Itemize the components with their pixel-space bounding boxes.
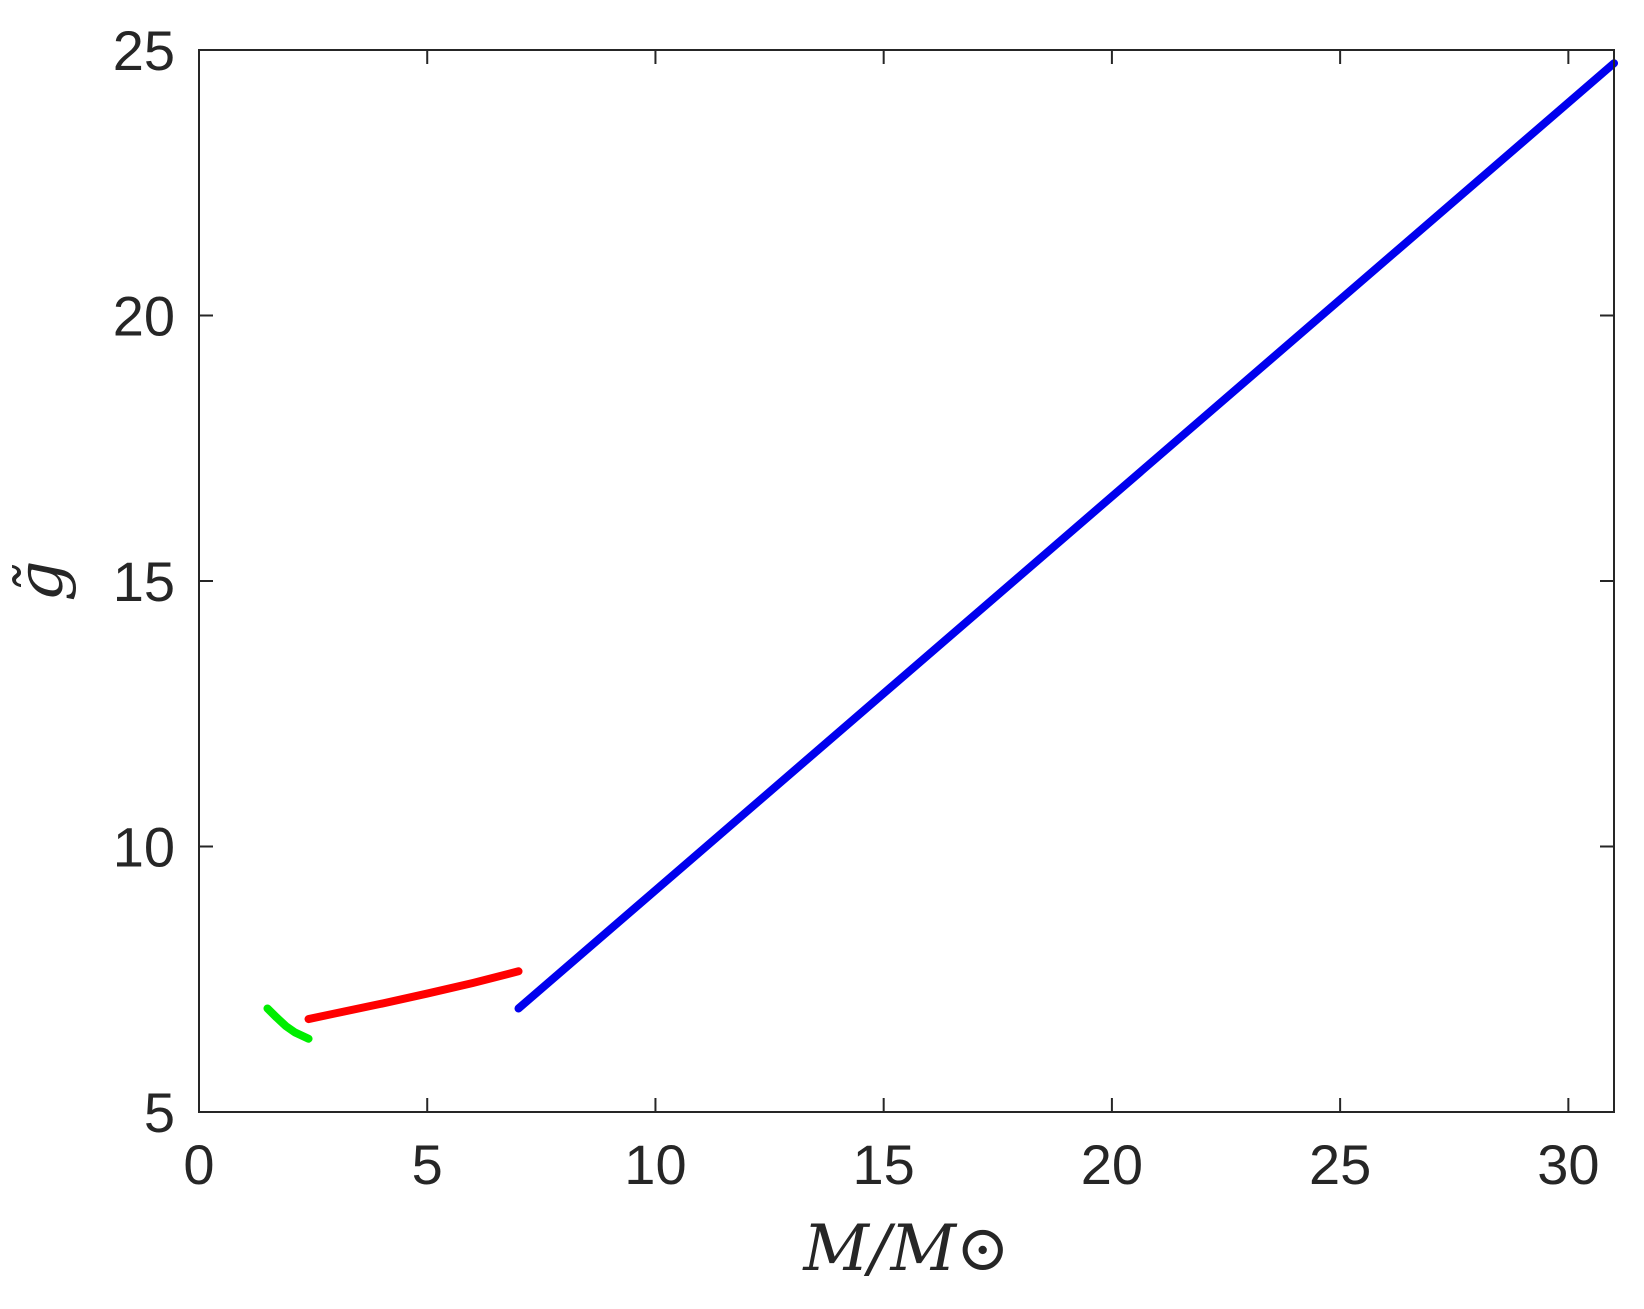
- x-axis-label: M/M⊙: [802, 1212, 1009, 1286]
- y-tick-label: 15: [113, 550, 175, 613]
- y-axis-label: g̃: [4, 561, 78, 602]
- series-line-3: [514, 59, 1618, 1013]
- y-tick-label: 5: [144, 1081, 175, 1144]
- series-line-1: [263, 1004, 313, 1043]
- x-tick-label: 20: [1081, 1133, 1143, 1196]
- x-tick-label: 10: [624, 1133, 686, 1196]
- x-tick-label: 0: [183, 1133, 214, 1196]
- x-tick-label: 5: [412, 1133, 443, 1196]
- y-tick-label: 25: [113, 19, 175, 82]
- y-tick-label: 20: [113, 285, 175, 348]
- x-tick-label: 25: [1309, 1133, 1371, 1196]
- x-tick-label: 15: [853, 1133, 915, 1196]
- plot-frame: [198, 49, 1615, 1113]
- x-tick-label: 30: [1537, 1133, 1599, 1196]
- y-tick-label: 10: [113, 816, 175, 879]
- ticks: [198, 49, 1614, 1113]
- series-line-2: [304, 967, 523, 1024]
- plot-lines: [263, 59, 1618, 1043]
